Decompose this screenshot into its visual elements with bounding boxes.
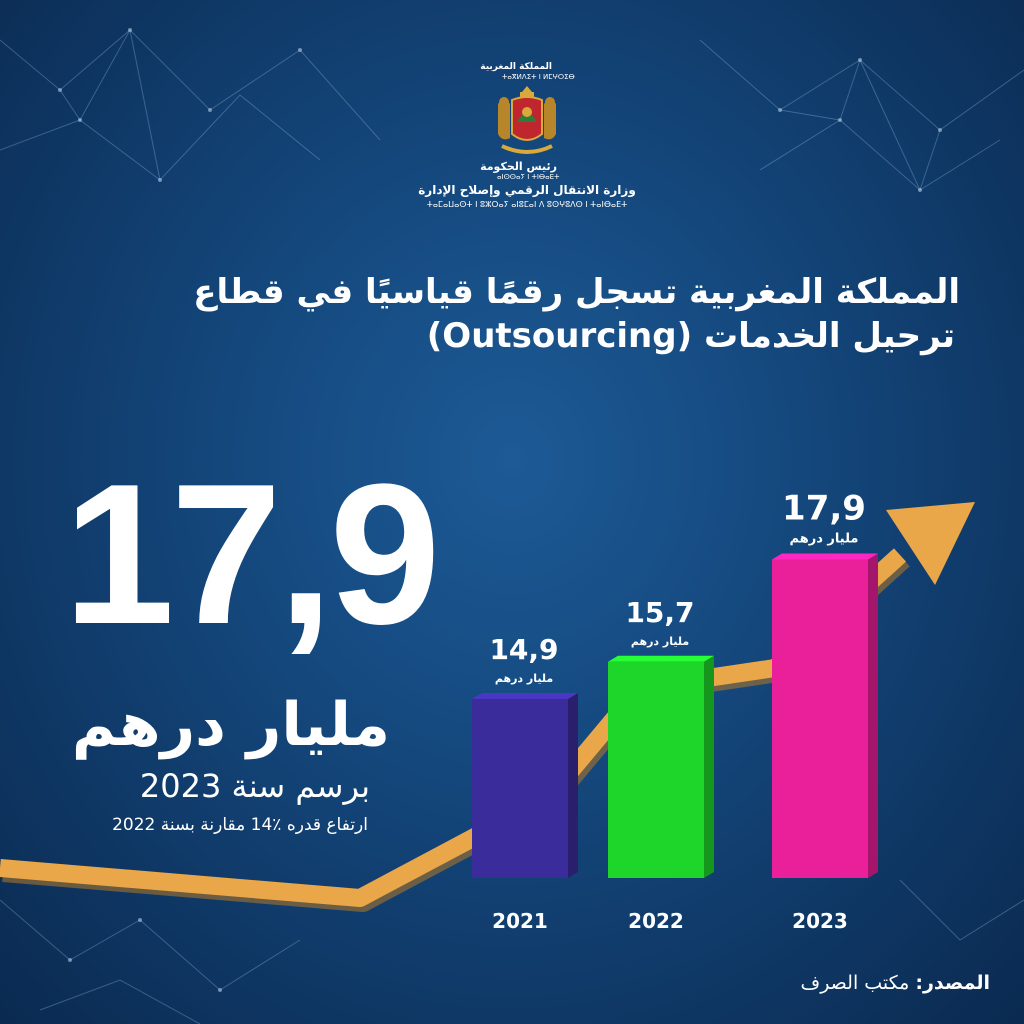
- title-line-2: ترحيل الخدمات (Outsourcing): [426, 316, 955, 356]
- ministry-name-tifinagh: ⵜⴰⵎⴰⵡⴰⵙⵜ ⵏ ⵓⵣⵔⴰⵢ ⴰⵏⵓⵎⴰⵏ ⴷ ⵓⵙⵖⵓⴷⵙ ⵏ ⵜⴰⵏⴱⴰ…: [426, 200, 628, 209]
- bar-side-2021: [568, 692, 578, 878]
- trend-arrow-head: [886, 502, 975, 585]
- value-label-2021: 14,9: [489, 633, 558, 666]
- title-line-1: المملكة المغربية تسجل رقمًا قياسيًا في ق…: [193, 272, 960, 312]
- value-label-2023: 17,9: [782, 488, 866, 528]
- ministry-name-arabic: وزارة الانتقال الرقمي وإصلاح الإدارة: [418, 183, 636, 197]
- unit-label-2023: مليار درهم: [790, 531, 859, 546]
- head-of-government-arabic: رئيس الحكومة: [480, 160, 557, 173]
- bar-2022: [608, 661, 704, 878]
- bar-top-2023: [772, 553, 878, 560]
- year-label-2021: 2021: [492, 909, 548, 933]
- value-label-2022: 15,7: [625, 596, 694, 629]
- unit-label-2022: مليار درهم: [631, 635, 689, 648]
- headline-unit: مليار درهم: [71, 690, 390, 760]
- bar-top-2021: [472, 692, 578, 699]
- headline-growth: ارتفاع قدره ٪14 مقارنة بسنة 2022: [112, 815, 368, 835]
- year-label-2023: 2023: [792, 909, 848, 933]
- government-header: المملكة المغربية ⵜⴰⴳⵍⴷⵉⵜ ⵏ ⵍⵎⵖⵔⵉⴱ رئيس ا…: [412, 62, 642, 212]
- head-of-government-tifinagh: ⴰⵏⵙⵙⴰⵢ ⵏ ⵜⵏⴱⴰⴹⵜ: [497, 173, 560, 181]
- headline-year: برسم سنة 2023: [139, 767, 370, 805]
- kingdom-name-tifinagh: ⵜⴰⴳⵍⴷⵉⵜ ⵏ ⵍⵎⵖⵔⵉⴱ: [502, 73, 575, 81]
- bar-side-2023: [868, 553, 878, 878]
- source-text: مكتب الصرف: [800, 972, 910, 994]
- infographic-title: المملكة المغربية تسجل رقمًا قياسيًا في ق…: [40, 270, 960, 358]
- year-label-2022: 2022: [628, 909, 684, 933]
- bar-2021: [472, 698, 568, 878]
- unit-label-2021: مليار درهم: [495, 672, 553, 685]
- moroccan-coat-of-arms-logo: [498, 86, 556, 154]
- kingdom-name-arabic: المملكة المغربية: [480, 62, 552, 72]
- source-label: المصدر:: [915, 972, 990, 994]
- bar-top-2022: [608, 655, 714, 662]
- bar-side-2022: [704, 655, 714, 878]
- bar-2023: [772, 559, 868, 878]
- headline-value: 17,9: [63, 443, 440, 666]
- source-note: المصدر: مكتب الصرف: [700, 972, 991, 994]
